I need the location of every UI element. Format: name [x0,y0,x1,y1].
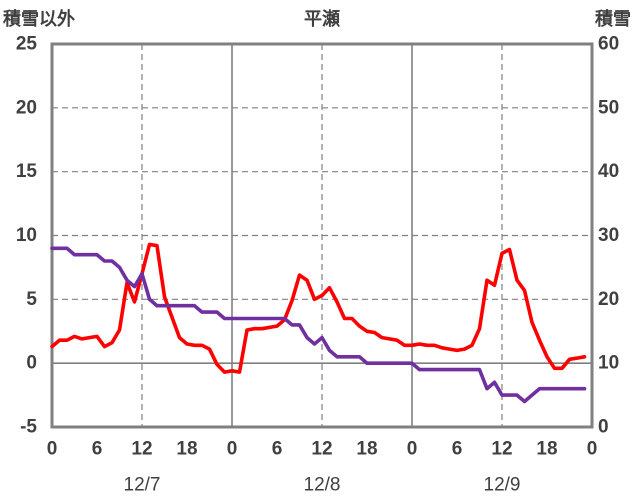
x-tick-label: 18 [176,439,197,460]
right-y-tick-label: 30 [598,225,619,246]
right-axis-tick-labels: 60 50 40 30 20 10 0 [598,34,619,438]
series-lines [50,242,587,404]
plot-area-border [50,42,594,429]
right-axis-series-line [50,246,587,404]
left-axis-label: 積雪以外 [2,8,75,29]
date-label: 12/9 [484,475,521,496]
left-y-tick-label: 20 [16,97,37,118]
right-axis-label: 積雪 [594,8,631,29]
x-tick-label: 6 [92,439,103,460]
left-y-tick-label: 0 [26,353,37,374]
x-tick-label: 0 [47,439,58,460]
right-y-tick-label: 40 [598,161,619,182]
x-tick-label: 18 [356,439,377,460]
x-tick-label: 0 [227,439,238,460]
x-tick-label: 12 [131,439,152,460]
right-y-tick-label: 50 [598,97,619,118]
x-tick-label: 18 [536,439,557,460]
date-label: 12/7 [124,475,161,496]
chart-title: 平瀬 [304,9,340,29]
date-label: 12/8 [304,475,341,496]
x-tick-label: 12 [311,439,332,460]
x-tick-label: 0 [587,439,598,460]
left-y-tick-label: 5 [26,289,37,310]
right-y-tick-label: 0 [598,417,609,438]
right-y-tick-label: 10 [598,353,619,374]
x-tick-label: 6 [452,439,463,460]
right-y-tick-label: 60 [598,34,619,55]
right-y-tick-label: 20 [598,289,619,310]
x-axis-date-labels: 12/7 12/8 12/9 [124,475,521,496]
left-axis-tick-labels: 25 20 15 10 5 0 -5 [16,34,38,438]
left-y-tick-label: 15 [16,161,38,182]
left-y-tick-label: 10 [16,225,37,246]
x-tick-label: 6 [272,439,283,460]
x-tick-label: 0 [407,439,418,460]
left-y-tick-label: -5 [20,417,37,438]
x-tick-label: 12 [491,439,512,460]
left-y-tick-label: 25 [16,34,38,55]
x-axis-tick-labels: 0 6 12 18 0 6 12 18 0 6 12 18 0 [47,439,598,460]
